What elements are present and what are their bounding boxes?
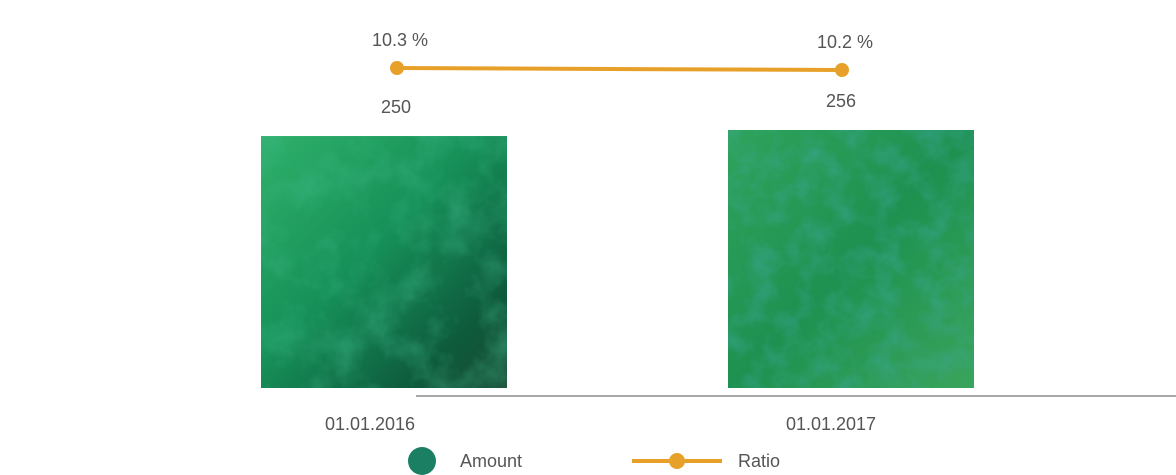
amount-value-label-2016: 250	[381, 97, 411, 117]
amount-bar-texture-2016	[261, 136, 507, 388]
labels-layer: 250 01.01.2016 256 01.01.2017 10.3 % 10.2 %	[325, 30, 876, 434]
legend-item-ratio: Ratio	[632, 449, 780, 473]
legend-item-amount: Amount	[408, 447, 523, 475]
ratio-legend-icon	[632, 453, 722, 469]
ratio-value-label-2017: 10.2 %	[817, 32, 873, 52]
ratio-series-line	[396, 66, 843, 72]
ratio-value-label-2016: 10.3 %	[372, 30, 428, 50]
legend-label-ratio: Ratio	[738, 450, 781, 471]
ratio-point-2017	[835, 63, 849, 77]
ratio-legend-dot	[669, 453, 685, 469]
ratio-point-2016	[390, 61, 404, 75]
amount-value-label-2017: 256	[826, 91, 856, 111]
amount-legend-icon	[408, 447, 436, 475]
amount-bar-texture-2017	[728, 130, 974, 388]
legend-label-amount: Amount	[460, 450, 523, 471]
x-tick-label-2016: 01.01.2016	[325, 414, 415, 434]
ratio-line-layer	[390, 61, 849, 77]
bars-layer	[261, 130, 974, 388]
x-tick-label-2017: 01.01.2017	[786, 414, 876, 434]
